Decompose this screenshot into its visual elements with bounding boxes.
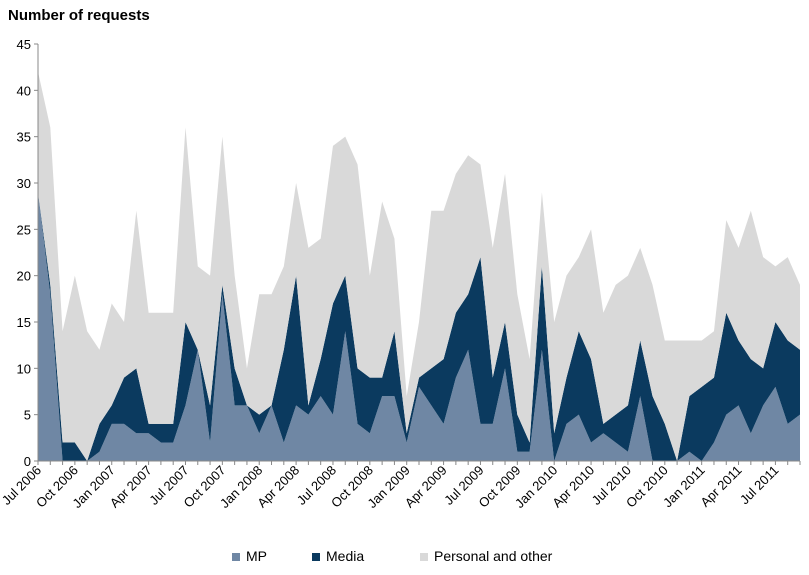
legend-item-personal-and-other: Personal and other <box>420 548 553 564</box>
y-axis-ticks: 0 5 10 15 20 25 30 35 40 45 <box>17 37 38 469</box>
y-tick-label: 0 <box>24 454 31 469</box>
legend-swatch <box>312 553 320 561</box>
x-tick-label: Jul 2011 <box>737 463 782 508</box>
area-series-mp <box>38 192 800 461</box>
legend-swatch <box>420 553 428 561</box>
y-tick-label: 5 <box>24 408 31 423</box>
legend: MP Media Personal and other <box>232 548 553 564</box>
y-axis-title: Number of requests <box>8 7 150 24</box>
y-tick-label: 25 <box>17 222 31 237</box>
x-tick-label: Apr 2011 <box>697 463 744 510</box>
area-series-personal-and-other <box>38 71 800 462</box>
y-tick-label: 15 <box>17 315 31 330</box>
legend-item-media: Media <box>312 548 364 564</box>
y-tick-label: 40 <box>17 83 31 98</box>
y-tick-label: 10 <box>17 361 31 376</box>
stacked-areas <box>38 71 800 462</box>
legend-item-mp: MP <box>232 548 267 564</box>
y-tick-label: 30 <box>17 176 31 191</box>
legend-label: MP <box>246 548 267 564</box>
legend-swatch <box>232 553 240 561</box>
y-tick-label: 20 <box>17 269 31 284</box>
legend-label: Media <box>326 548 364 564</box>
y-tick-label: 35 <box>17 130 31 145</box>
y-tick-label: 45 <box>17 37 31 52</box>
legend-label: Personal and other <box>434 548 553 564</box>
